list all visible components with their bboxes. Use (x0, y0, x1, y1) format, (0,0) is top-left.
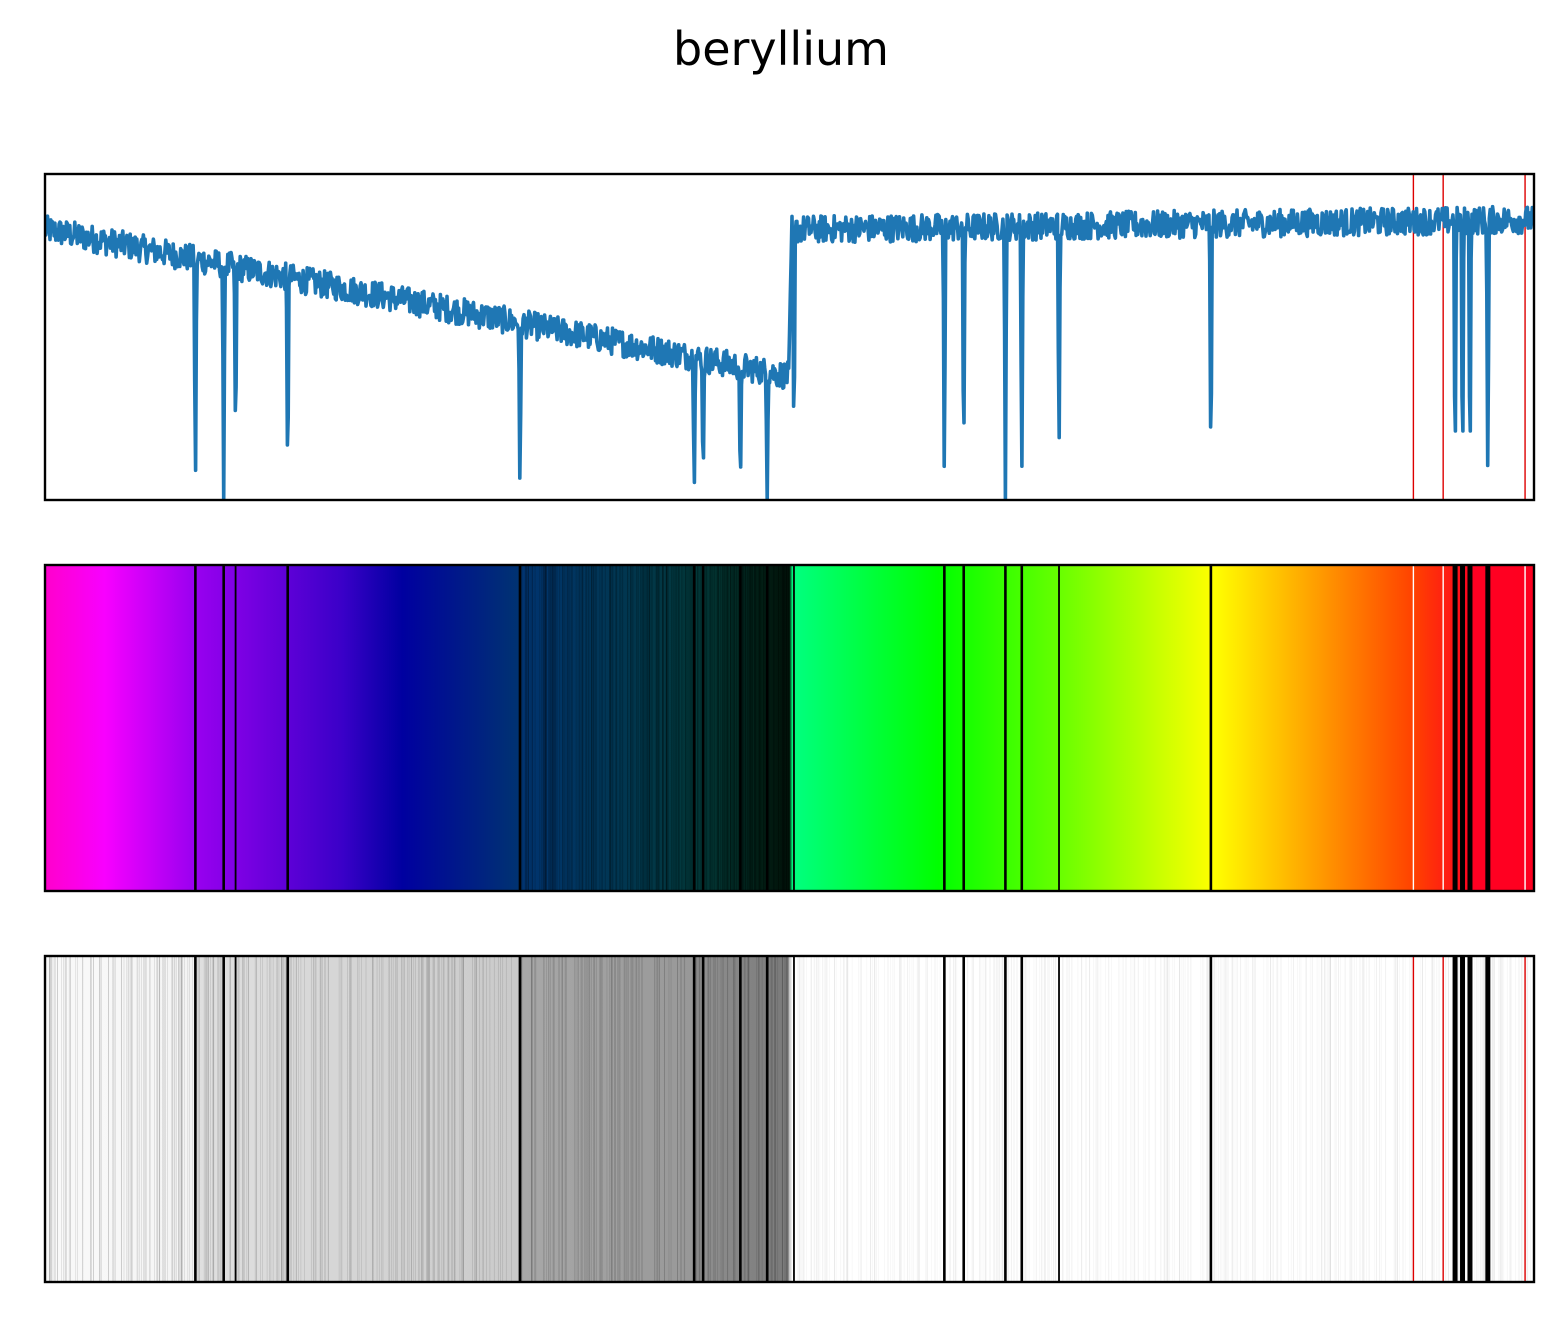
rainbow-gradient (45, 565, 1534, 891)
intensity-spectrum-panel (43, 172, 1536, 502)
colour-spectrum-panel (43, 563, 1536, 893)
panel-frame (43, 563, 1536, 893)
panel-frame (43, 172, 1536, 502)
absorption-shading (45, 956, 1534, 1282)
panel-frame (43, 954, 1536, 1284)
absorption-barcode-panel (43, 954, 1536, 1284)
spectrum-line (45, 204, 1534, 500)
chart-title: beryllium (673, 22, 889, 76)
